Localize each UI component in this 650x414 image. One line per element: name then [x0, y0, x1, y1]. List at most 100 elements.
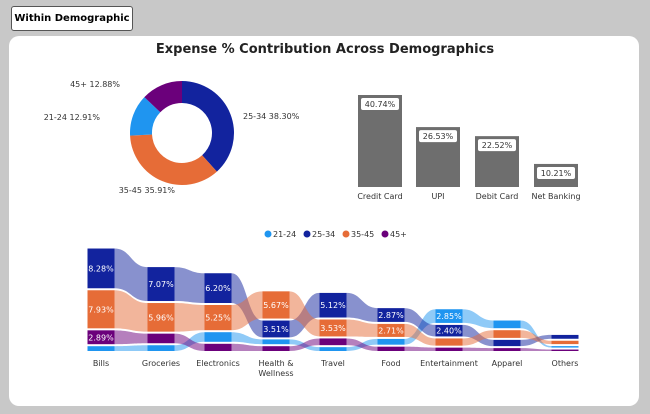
within-demographic-button[interactable]: Within Demographic	[11, 6, 133, 31]
ribbon-bar-segment-21-24	[204, 332, 232, 342]
ribbon-bar-segment-45+	[262, 346, 290, 351]
legend-label-45+: 45+	[390, 230, 407, 239]
ribbon-35-45	[346, 319, 378, 337]
bar-category-label: Debit Card	[476, 192, 519, 201]
ribbon-21-24	[520, 320, 552, 348]
ribbon-25-34	[404, 308, 436, 337]
ribbon-bar-segment-45+	[319, 338, 347, 346]
bar-data-label: 10.21%	[541, 169, 572, 178]
bar-data-label: 26.53%	[423, 132, 454, 141]
page-title: Expense % Contribution Across Demographi…	[155, 42, 495, 57]
ribbon-data-label: 2.89%	[88, 333, 114, 342]
ribbon-25-34	[174, 267, 205, 303]
ribbon-35-45	[114, 290, 148, 332]
ribbon-bar-segment-45+	[551, 349, 579, 351]
ribbon-45+	[231, 343, 263, 351]
ribbon-category-label: Entertainment	[420, 359, 478, 368]
donut-slice-25-34	[182, 81, 234, 172]
ribbon-data-label: 3.53%	[320, 324, 346, 333]
ribbon-35-45	[289, 291, 320, 337]
ribbon-data-label: 2.85%	[436, 312, 462, 321]
ribbon-bar-segment-45+	[435, 347, 463, 351]
donut-label-21-24: 21-24 12.91%	[44, 113, 101, 122]
ribbon-bar-segment-45+	[493, 348, 521, 351]
ribbon-bar-segment-45+	[87, 330, 115, 345]
bar-data-label: 40.74%	[365, 100, 396, 109]
legend-label-35-45: 35-45	[351, 230, 374, 239]
ribbon-data-label: 5.96%	[148, 313, 174, 322]
ribbon-bar-segment-25-34	[262, 320, 290, 338]
ribbon-bar-segment-35-45	[319, 319, 347, 337]
ribbon-data-label: 7.07%	[148, 280, 174, 289]
ribbon-bar-segment-25-34	[147, 267, 175, 302]
ribbon-category-label: Others	[552, 359, 579, 368]
ribbon-45+	[289, 338, 320, 351]
legend-marker-25-34	[303, 230, 311, 238]
ribbon-21-24	[114, 345, 148, 351]
donut-slice-45+	[144, 81, 182, 113]
ribbon-data-label: 3.51%	[263, 325, 289, 334]
legend-marker-35-45	[342, 230, 350, 238]
ribbon-data-label: 5.25%	[205, 314, 231, 323]
ribbon-21-24	[462, 309, 494, 329]
ribbon-35-45	[520, 330, 552, 345]
donut-label-45+: 45+ 12.88%	[70, 80, 120, 89]
ribbon-25-34	[346, 292, 378, 322]
ribbon-45+	[462, 347, 494, 351]
ribbon-data-label: 5.12%	[320, 301, 346, 310]
ribbon-bar-segment-45+	[204, 343, 232, 351]
ribbon-bar-segment-45+	[377, 346, 405, 351]
ribbon-bar-segment-25-34	[493, 339, 521, 347]
ribbon-category-label: Food	[381, 359, 400, 368]
ribbon-bar-segment-21-24	[435, 309, 463, 323]
ribbon-category-label: Health &	[258, 359, 293, 368]
ribbon-25-34	[114, 248, 148, 302]
ribbon-bar-segment-21-24	[551, 346, 579, 348]
bar-data-label-box	[419, 130, 457, 143]
ribbon-bar-segment-25-34	[87, 248, 115, 289]
ribbon-data-label: 5.67%	[263, 301, 289, 310]
ribbon-data-label: 7.93%	[88, 305, 114, 314]
bar-category-label: Net Banking	[531, 192, 580, 201]
ribbon-bar-segment-35-45	[147, 303, 175, 332]
ribbon-bar-segment-45+	[147, 333, 175, 344]
ribbon-category-label: Electronics	[196, 359, 240, 368]
ribbon-bar-segment-21-24	[262, 339, 290, 345]
ribbon-21-24	[231, 332, 263, 345]
donut-slice-21-24	[129, 97, 161, 136]
bar-data-label-box	[537, 166, 575, 179]
ribbon-35-45	[404, 323, 436, 346]
ribbon-bar-segment-25-34	[551, 334, 579, 339]
bar-category-label: UPI	[431, 192, 444, 201]
ribbon-bar-segment-21-24	[319, 347, 347, 351]
legend-marker-45+	[381, 230, 389, 238]
bar-data-label-box	[361, 98, 399, 110]
ribbon-bar-segment-35-45	[377, 323, 405, 337]
ribbon-bar-segment-21-24	[493, 320, 521, 329]
ribbon-35-45	[462, 330, 494, 346]
ribbon-data-label: 2.40%	[436, 327, 462, 336]
ribbon-category-label: Bills	[93, 359, 109, 368]
ribbon-bar-segment-35-45	[262, 291, 290, 319]
legend-label-21-24: 21-24	[273, 230, 296, 239]
donut-label-35-45: 35-45 35.91%	[119, 186, 176, 195]
ribbon-category-label: Groceries	[142, 359, 180, 368]
ribbon-35-45	[174, 303, 205, 332]
bar-category-label: Credit Card	[357, 192, 402, 201]
ribbon-bar-segment-35-45	[435, 338, 463, 346]
ribbon-bar-segment-35-45	[87, 290, 115, 329]
ribbon-45+	[346, 338, 378, 351]
ribbon-bar-segment-21-24	[87, 346, 115, 351]
donut-slice-35-45	[130, 134, 217, 186]
ribbon-bar-segment-25-34	[435, 324, 463, 337]
ribbon-bar-segment-21-24	[147, 345, 175, 351]
ribbon-bar-segment-35-45	[493, 330, 521, 338]
ribbon-category-label: Apparel	[492, 359, 523, 368]
donut-label-25-34: 25-34 38.30%	[243, 112, 300, 121]
payment-bar	[358, 95, 402, 187]
ribbon-bar-segment-25-34	[377, 308, 405, 322]
ribbon-category-label: Travel	[320, 359, 345, 368]
ribbon-bar-segment-35-45	[204, 305, 232, 331]
ribbon-35-45	[231, 291, 263, 331]
ribbon-data-label: 8.28%	[88, 264, 114, 273]
